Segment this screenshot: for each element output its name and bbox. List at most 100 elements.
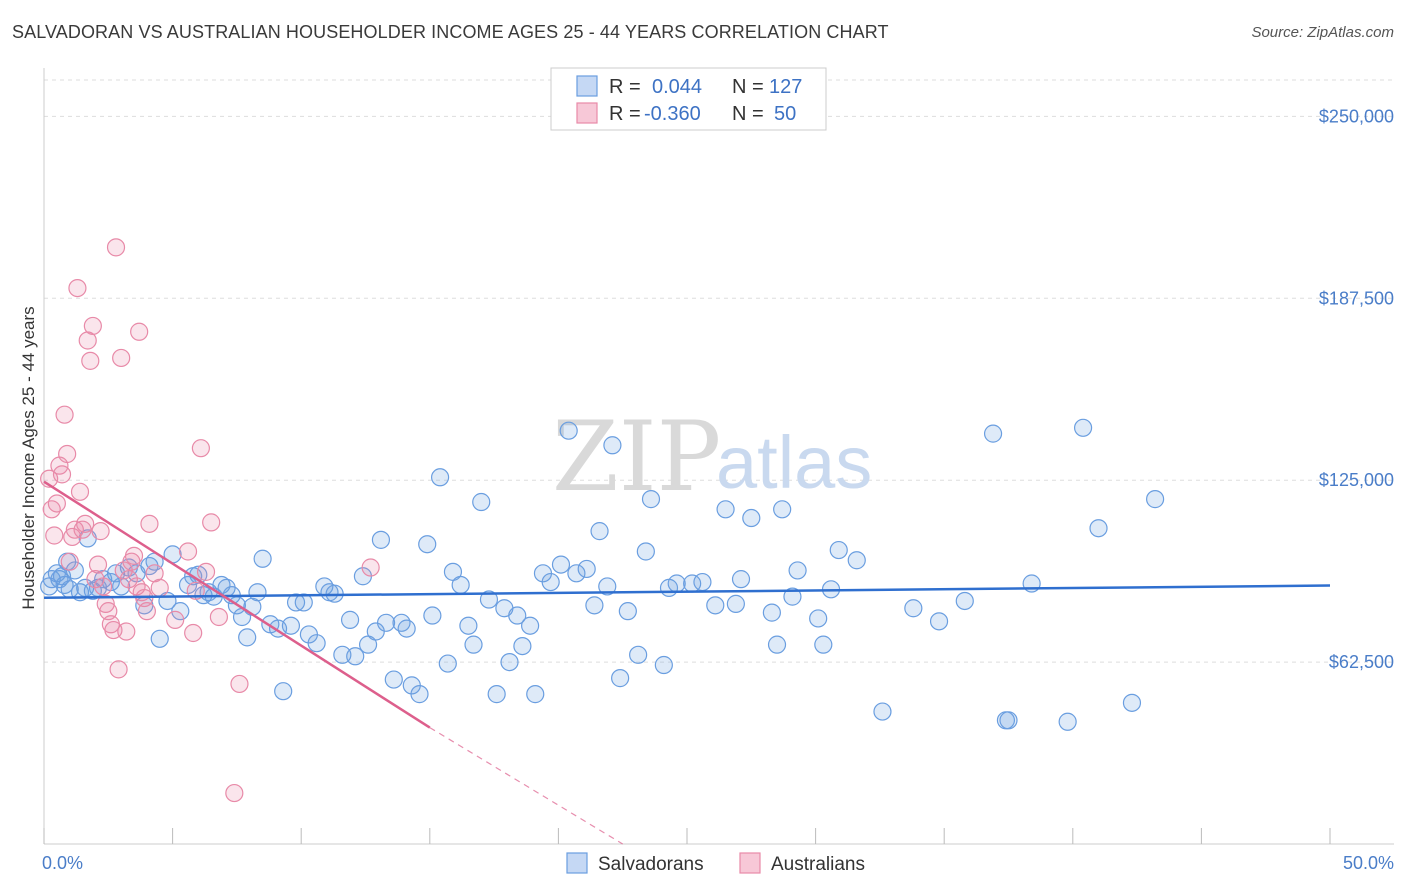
australian-point	[58, 444, 77, 464]
salvadoran-point	[1058, 712, 1077, 731]
salvadoran-point	[636, 542, 655, 561]
salvadoran-point	[253, 549, 272, 568]
y-axis-title: Householder Income Ages 25 - 44 years	[19, 306, 38, 609]
salvadoran-point	[585, 596, 604, 615]
bottom-legend-swatch-australians	[739, 852, 761, 874]
legend-swatch-australians	[576, 102, 598, 124]
watermark-zip: ZIP	[552, 401, 721, 513]
salvadoran-point	[307, 634, 326, 653]
chart-title: SALVADORAN VS AUSTRALIAN HOUSEHOLDER INC…	[12, 22, 889, 42]
salvadoran-point	[590, 522, 609, 541]
legend-n-label-2: N =	[732, 103, 764, 125]
salvadoran-point	[418, 535, 437, 554]
salvadoran-point	[654, 655, 673, 675]
australian-point	[140, 514, 159, 533]
australians-points	[40, 238, 380, 803]
australian-point	[68, 278, 87, 298]
watermark: ZIP atlas	[552, 401, 872, 513]
salvadoran-point	[392, 613, 411, 632]
salvadoran-point	[788, 561, 807, 580]
australian-point	[88, 555, 108, 574]
australian-point	[76, 514, 95, 533]
salvadoran-point	[783, 587, 802, 606]
salvadoran-point	[742, 508, 761, 528]
australian-point	[191, 439, 210, 458]
y-tick-labels: $62,500 $125,000 $187,500 $250,000	[1319, 106, 1394, 672]
source-label: Source: ZipAtlas.com	[1251, 24, 1394, 41]
salvadoran-point	[83, 581, 102, 600]
salvadoran-point	[1089, 519, 1108, 538]
australian-trend-line	[43, 480, 431, 729]
salvadoran-point	[577, 559, 596, 579]
salvadoran-point	[1146, 490, 1165, 509]
salvadoran-point	[274, 682, 293, 701]
salvadoran-point	[551, 555, 571, 574]
bottom-legend-swatch-salvadorans	[566, 852, 588, 874]
australian-point	[150, 578, 169, 597]
salvadoran-point	[248, 583, 267, 602]
salvadoran-point	[438, 654, 457, 673]
axes	[43, 68, 1394, 845]
australian-point	[225, 783, 244, 803]
australian-point	[42, 500, 61, 519]
salvadoran-point	[603, 436, 622, 455]
australian-point	[86, 570, 105, 589]
salvadoran-point	[731, 570, 751, 589]
salvadoran-point	[762, 603, 781, 622]
salvadoran-point	[340, 610, 360, 629]
australian-point	[96, 594, 115, 613]
salvadoran-point	[983, 424, 1003, 443]
legend-n-value-1: 127	[769, 76, 802, 98]
australian-point	[117, 622, 136, 641]
legend-n-value-2: 50	[774, 103, 796, 125]
salvadoran-point	[513, 636, 532, 656]
salvadoran-point	[464, 635, 483, 654]
legend-r-label-1: R =	[609, 76, 641, 98]
australian-point	[137, 602, 156, 621]
salvadoran-point	[294, 593, 313, 612]
salvadoran-point	[773, 500, 792, 519]
salvadoran-point	[346, 647, 365, 666]
legend-n-label-1: N =	[732, 76, 764, 98]
salvadoran-point	[955, 591, 974, 611]
salvadoran-point	[693, 572, 712, 592]
salvadoran-point	[384, 670, 403, 689]
salvadoran-point	[526, 685, 545, 704]
australian-point	[109, 660, 128, 679]
salvadoran-point	[618, 602, 637, 621]
australian-point	[361, 558, 380, 577]
australian-point	[112, 348, 131, 368]
salvadoran-point	[598, 577, 617, 596]
salvadoran-point	[641, 490, 661, 509]
salvadoran-point	[508, 606, 527, 625]
australian-point	[83, 316, 102, 336]
salvadoran-point	[238, 628, 257, 647]
salvadoran-trend-line	[43, 584, 1331, 600]
australian-point	[63, 527, 82, 547]
bottom-legend: Salvadorans Australians	[566, 852, 865, 875]
australian-point	[60, 552, 79, 571]
salvadoran-point	[430, 468, 450, 487]
salvadoran-point	[459, 616, 478, 635]
australian-point	[91, 522, 110, 541]
salvadoran-point	[376, 613, 396, 632]
legend-r-value-1: 0.044	[652, 76, 702, 98]
salvadoran-point	[999, 711, 1018, 730]
australian-point	[45, 526, 64, 545]
y-tick-label: $187,500	[1319, 288, 1394, 308]
legend-swatch-salvadorans	[576, 75, 598, 97]
salvadoran-point	[281, 616, 301, 635]
salvadoran-point	[325, 584, 344, 603]
salvadoran-point	[767, 635, 787, 654]
australian-point	[52, 465, 72, 484]
salvadoran-point	[65, 561, 84, 580]
x-max-label: 50.0%	[1343, 853, 1394, 873]
australian-point	[55, 405, 74, 424]
salvadoran-point	[726, 594, 745, 613]
australian-trend-extension	[429, 727, 624, 845]
bottom-legend-australians: Australians	[771, 854, 865, 875]
salvadoran-point	[814, 635, 833, 654]
salvadoran-point	[521, 616, 540, 635]
salvadoran-point	[487, 685, 506, 704]
